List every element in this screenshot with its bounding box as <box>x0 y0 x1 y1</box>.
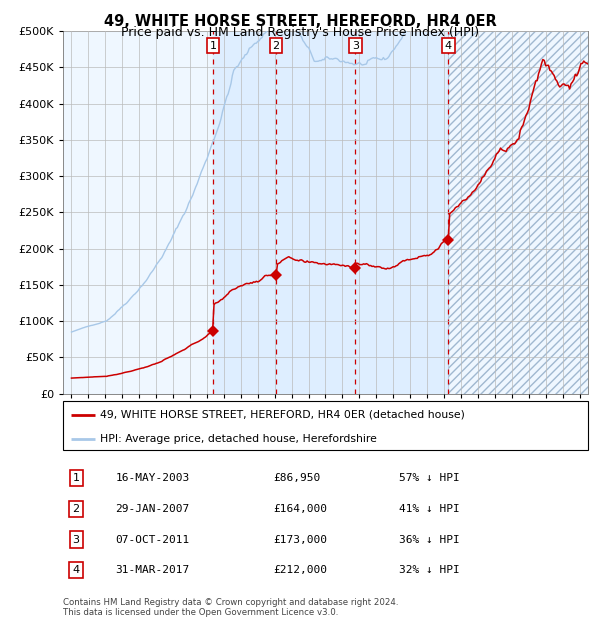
Bar <box>213 31 448 394</box>
Text: 49, WHITE HORSE STREET, HEREFORD, HR4 0ER: 49, WHITE HORSE STREET, HEREFORD, HR4 0E… <box>104 14 496 29</box>
Text: £164,000: £164,000 <box>273 504 327 514</box>
Text: 49, WHITE HORSE STREET, HEREFORD, HR4 0ER (detached house): 49, WHITE HORSE STREET, HEREFORD, HR4 0E… <box>100 410 464 420</box>
Text: £173,000: £173,000 <box>273 534 327 544</box>
Bar <box>448 31 588 394</box>
Text: 4: 4 <box>445 40 452 50</box>
FancyBboxPatch shape <box>63 401 588 449</box>
Text: 1: 1 <box>210 40 217 50</box>
Text: 07-OCT-2011: 07-OCT-2011 <box>115 534 190 544</box>
Text: £86,950: £86,950 <box>273 473 320 483</box>
Text: 16-MAY-2003: 16-MAY-2003 <box>115 473 190 483</box>
Bar <box>448 31 588 394</box>
Text: 2: 2 <box>272 40 280 50</box>
Text: 32% ↓ HPI: 32% ↓ HPI <box>399 565 460 575</box>
Text: 4: 4 <box>73 565 80 575</box>
Text: £212,000: £212,000 <box>273 565 327 575</box>
Text: Contains HM Land Registry data © Crown copyright and database right 2024.: Contains HM Land Registry data © Crown c… <box>63 598 398 607</box>
Bar <box>63 31 213 394</box>
Text: 29-JAN-2007: 29-JAN-2007 <box>115 504 190 514</box>
Text: 3: 3 <box>73 534 80 544</box>
Text: 41% ↓ HPI: 41% ↓ HPI <box>399 504 460 514</box>
Text: 1: 1 <box>73 473 80 483</box>
Text: Price paid vs. HM Land Registry's House Price Index (HPI): Price paid vs. HM Land Registry's House … <box>121 26 479 39</box>
Text: This data is licensed under the Open Government Licence v3.0.: This data is licensed under the Open Gov… <box>63 608 338 617</box>
Text: HPI: Average price, detached house, Herefordshire: HPI: Average price, detached house, Here… <box>100 434 377 444</box>
Text: 57% ↓ HPI: 57% ↓ HPI <box>399 473 460 483</box>
Text: 2: 2 <box>73 504 80 514</box>
Text: 3: 3 <box>352 40 359 50</box>
Text: 36% ↓ HPI: 36% ↓ HPI <box>399 534 460 544</box>
Text: 31-MAR-2017: 31-MAR-2017 <box>115 565 190 575</box>
